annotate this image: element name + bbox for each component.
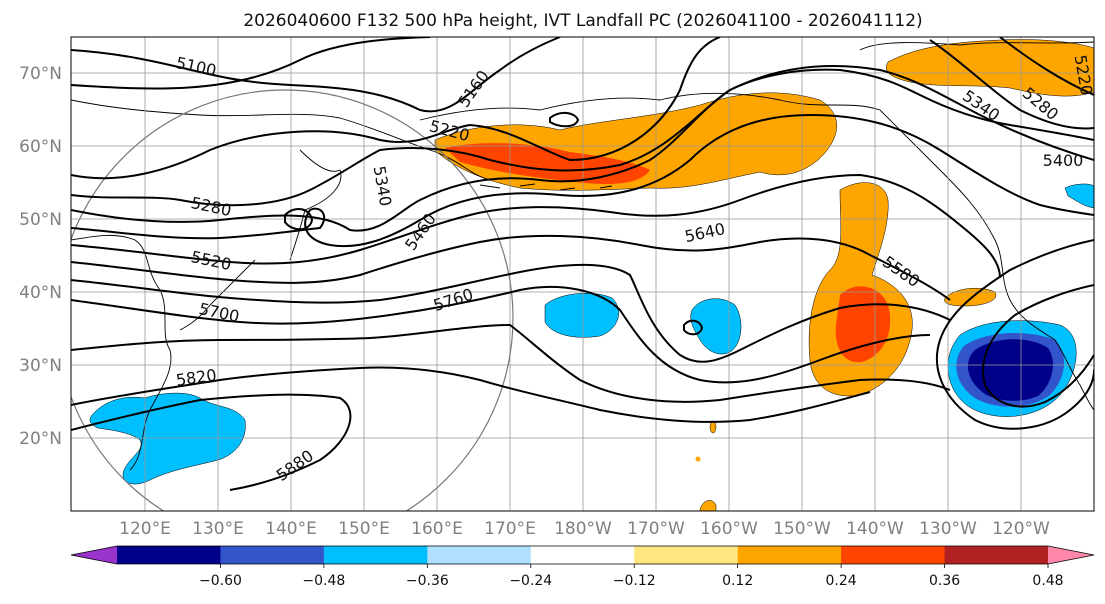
contour-line	[982, 284, 1094, 408]
lat-label: 30°N	[19, 356, 62, 376]
lon-label: 160°W	[700, 519, 758, 539]
contour-line	[683, 319, 704, 336]
colorbar-tick-label: −0.12	[613, 573, 656, 589]
contour-line	[71, 393, 352, 491]
contour-line	[71, 285, 931, 384]
colorbar-segment	[530, 546, 635, 564]
colorbar-segment	[323, 546, 428, 564]
lat-label: 60°N	[19, 137, 62, 157]
ivt-negative-region	[967, 339, 1053, 401]
lon-label: 130°E	[192, 519, 244, 539]
ivt-positive-shading	[434, 39, 1094, 511]
colorbar-tick-label: 0.36	[929, 573, 960, 589]
contour-line	[71, 37, 561, 113]
colorbar-tick-label: −0.36	[406, 573, 449, 589]
colorbar-segment	[220, 546, 325, 564]
coastline-alaska	[419, 92, 1011, 301]
coastline-east-asia	[71, 234, 172, 471]
colorbar-segment	[841, 546, 946, 564]
lat-label: 20°N	[19, 429, 62, 449]
colorbar-extend-high	[1048, 546, 1094, 564]
map-frame	[70, 36, 1095, 512]
coastline-north-america	[1009, 299, 1094, 411]
contour-line	[929, 39, 1094, 130]
lon-label: 170°E	[484, 519, 536, 539]
lat-label: 70°N	[19, 64, 62, 84]
lon-label: 150°E	[338, 519, 390, 539]
lon-label: 170°W	[627, 519, 685, 539]
coastline-japan	[179, 259, 256, 331]
coastline-arctic	[859, 41, 1094, 51]
colorbar-tick-label: −0.48	[302, 573, 345, 589]
lon-label: 120°E	[119, 519, 171, 539]
colorbar-segment	[427, 546, 532, 564]
lon-label: 120°W	[992, 519, 1050, 539]
figure-title: 2026040600 F132 500 hPa height, IVT Land…	[243, 11, 922, 31]
contour-line	[71, 37, 721, 180]
region-circle	[71, 89, 514, 511]
ivt-positive-region	[695, 456, 701, 462]
contour-line	[284, 208, 314, 231]
contour-line	[71, 323, 951, 403]
contour-line	[71, 68, 1094, 207]
lat-label: 40°N	[19, 283, 62, 303]
latitude-labels: 70°N 60°N 50°N 40°N 30°N 20°N	[19, 64, 62, 449]
contour-line	[71, 65, 1094, 232]
colorbar-extend-low	[71, 546, 117, 564]
longitude-labels: 120°E 130°E 140°E 150°E 160°E 170°E 180°…	[119, 519, 1050, 539]
colorbar-segment	[737, 546, 842, 564]
contour-line	[71, 113, 1094, 248]
ivt-positive-region	[944, 287, 997, 307]
contour-line	[549, 112, 580, 128]
colorbar-tick-label: −0.24	[509, 573, 552, 589]
ivt-positive-region	[886, 39, 1094, 97]
lon-label: 180°W	[554, 519, 612, 539]
aleutian-islands	[479, 183, 613, 191]
ivt-positive-region	[699, 500, 717, 511]
ivt-strong-region	[835, 286, 891, 363]
colorbar-segment	[634, 546, 739, 564]
coastline-asia	[71, 99, 491, 181]
contour-line	[71, 173, 1001, 279]
lat-label: 50°N	[19, 210, 62, 230]
colorbar-tick-label: −0.60	[199, 573, 242, 589]
colorbar-tick-label: 0.48	[1032, 573, 1063, 589]
contour-line	[71, 234, 951, 301]
colorbar-outline	[70, 545, 1095, 565]
ivt-strong-region	[445, 143, 650, 185]
contour-line	[71, 263, 951, 363]
contour-label: 5400	[1043, 151, 1084, 170]
ivt-negative-region	[544, 293, 619, 338]
lon-label: 140°W	[846, 519, 904, 539]
ivt-negative-shading	[89, 183, 1094, 485]
contour-line	[71, 37, 431, 90]
lon-label: 130°W	[919, 519, 977, 539]
lon-label: 150°W	[773, 519, 831, 539]
contour-line	[71, 366, 871, 423]
colorbar-segment	[944, 546, 1049, 564]
coastlines	[71, 41, 1094, 471]
ivt-negative-region	[690, 298, 742, 355]
colorbar-tick-label: 0.12	[722, 573, 753, 589]
gridlines	[71, 37, 1094, 511]
contour-line	[935, 239, 1094, 430]
colorbar-tick-label: 0.24	[826, 573, 857, 589]
contour-line	[999, 37, 1094, 96]
lon-label: 140°E	[265, 519, 317, 539]
lon-label: 160°E	[411, 519, 463, 539]
height-contours	[71, 37, 1094, 491]
colorbar: −0.60 −0.48 −0.36 −0.24 −0.12 0.12 0.24 0.36 0.4…	[70, 545, 1095, 589]
coastline-kamchatka	[289, 149, 342, 261]
ivt-negative-region	[1064, 183, 1094, 209]
map-panel: 5100 5160 5220 5280 5340 5340 5400 5460 …	[71, 37, 1097, 511]
contour-label: 5220	[1071, 53, 1097, 96]
colorbar-segment	[117, 546, 221, 564]
